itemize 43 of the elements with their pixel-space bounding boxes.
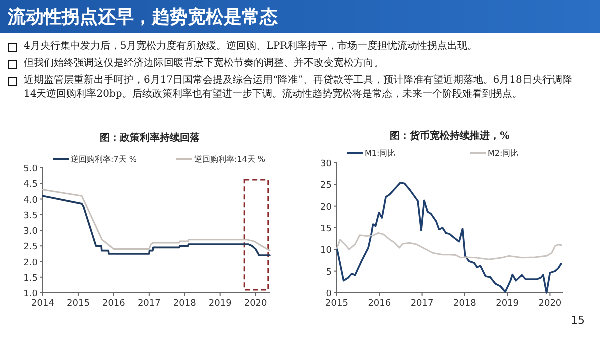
y-tick-label: 20 — [320, 202, 332, 213]
x-tick-label: 2020 — [538, 299, 562, 309]
legend-label: M2:同比 — [488, 149, 519, 158]
y-tick-label: 25 — [320, 181, 332, 192]
text: 15 — [571, 314, 585, 327]
x-tick-label: 2016 — [102, 299, 126, 309]
x-tick-label: 2014 — [32, 299, 55, 309]
legend-label: 逆回购利率:14天 % — [194, 155, 266, 164]
line-series — [336, 232, 562, 260]
y-tick-label: 3.5 — [24, 211, 38, 222]
y-tick-label: 5 — [326, 268, 332, 278]
x-tick-label: 2018 — [453, 299, 477, 309]
x-tick-label: 2020 — [244, 299, 268, 309]
x-tick-label: 2019 — [496, 299, 520, 309]
y-tick-label: 0 — [326, 290, 332, 300]
text: 流动性拐点还早，趋势宽松是常态 — [8, 6, 278, 29]
x-tick-label: 2015 — [326, 299, 348, 309]
text: 近期监管层重新出手呵护，6月17日国常会提及综合运用“降准”、再贷款等工具，预计降准有望近期落地。6月18日央行调降14天逆回购利率20bp。后续政策利率也有望进一步下调。流动性趋势宽松将是常态，未来一个阶段难看到拐点。 — [24, 74, 574, 102]
y-tick-label: 1.5 — [24, 274, 38, 284]
y-tick-label: 4.0 — [24, 196, 38, 206]
text: 4月央行集中发力后，5月宽松力度有所放缓。逆回购、LPR利率持平，市场一度担忧流动性拐点出现。 — [24, 40, 479, 54]
chart-title: 图：货币宽松持续推进，% — [390, 130, 510, 142]
x-tick-label: 2018 — [173, 299, 197, 309]
y-tick-label: 2.5 — [24, 242, 38, 253]
line-series — [42, 189, 271, 252]
legend-label: 逆回购利率:7天 % — [71, 155, 138, 164]
legend-label: M1:同比 — [365, 149, 396, 158]
y-tick-label: 2.0 — [24, 258, 38, 268]
text: 但我们始终强调这仅是经济边际回暖背景下宽松节奏的调整、并不改变宽松方向。 — [24, 57, 385, 71]
x-tick-label: 2019 — [208, 299, 232, 309]
x-tick-label: 2015 — [67, 299, 90, 309]
y-tick-label: 10 — [320, 246, 332, 256]
y-tick-label: 15 — [320, 224, 332, 234]
y-tick-label: 30 — [320, 160, 332, 170]
x-tick-label: 2016 — [368, 299, 392, 309]
y-tick-label: 5.0 — [24, 164, 38, 174]
chart-title: 图：政策利率持续回落 — [100, 132, 201, 144]
x-tick-label: 2017 — [138, 299, 161, 309]
line-series — [42, 195, 271, 256]
y-tick-label: 4.5 — [24, 180, 38, 190]
x-tick-label: 2017 — [410, 299, 434, 309]
y-tick-label: 3.0 — [24, 227, 38, 237]
y-tick-label: 1.0 — [24, 290, 38, 300]
